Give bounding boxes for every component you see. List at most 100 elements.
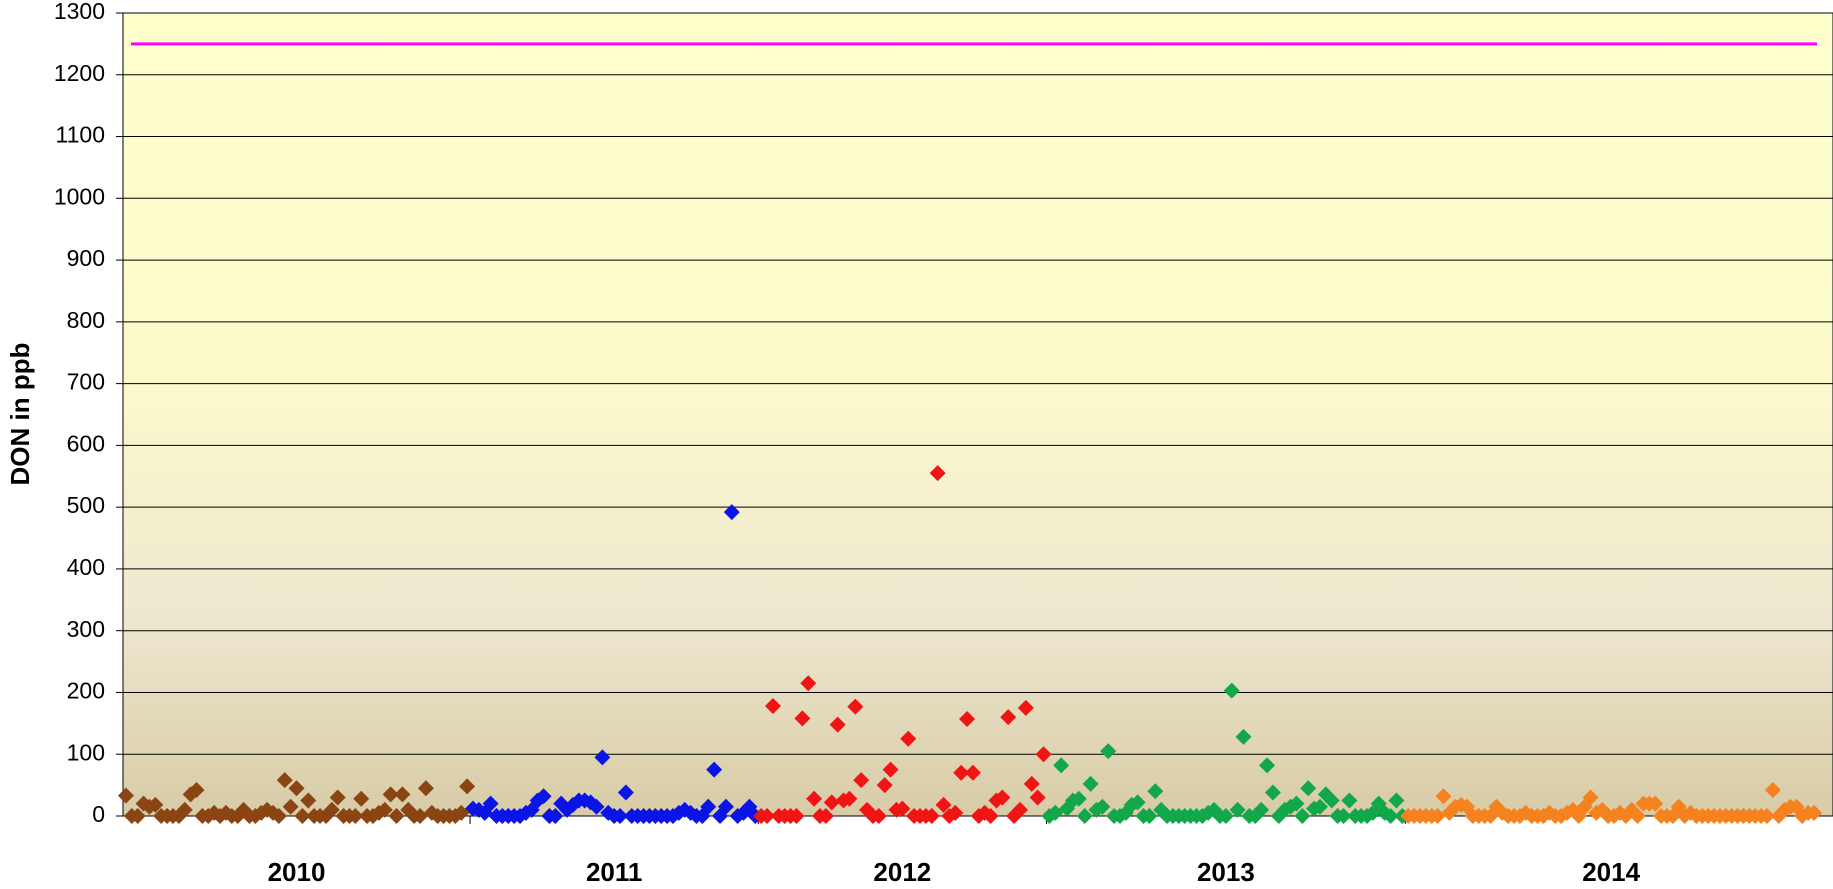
- marker: [1647, 795, 1664, 812]
- marker: [1082, 775, 1099, 792]
- marker: [1100, 743, 1117, 760]
- marker: [1141, 808, 1158, 824]
- marker: [1335, 808, 1352, 824]
- marker: [1629, 808, 1646, 824]
- marker: [982, 808, 999, 824]
- marker: [1094, 798, 1111, 815]
- marker: [964, 764, 981, 781]
- y-tick-label: 100: [67, 739, 105, 765]
- marker: [1023, 775, 1040, 792]
- y-tick-label: 500: [67, 492, 105, 518]
- marker: [829, 716, 846, 733]
- x-tick-label: 2012: [873, 857, 931, 887]
- marker: [1323, 792, 1340, 809]
- plot-area: [122, 12, 1833, 817]
- y-tick-label: 600: [67, 430, 105, 456]
- y-tick-label: 200: [67, 678, 105, 704]
- marker: [300, 792, 317, 809]
- marker: [700, 798, 717, 815]
- y-tick-label: 0: [92, 801, 105, 827]
- marker: [188, 782, 205, 799]
- marker: [394, 786, 411, 803]
- y-tick-label: 1000: [54, 183, 105, 209]
- marker: [894, 800, 911, 817]
- marker: [923, 808, 940, 824]
- marker: [1217, 808, 1234, 824]
- marker: [723, 504, 740, 521]
- marker: [276, 772, 293, 789]
- marker: [1259, 757, 1276, 774]
- y-tick-label: 300: [67, 616, 105, 642]
- marker: [1300, 780, 1317, 797]
- marker: [1147, 783, 1164, 800]
- marker: [547, 808, 564, 824]
- marker: [382, 786, 399, 803]
- marker: [459, 778, 476, 795]
- marker: [882, 761, 899, 778]
- marker: [1435, 788, 1452, 805]
- marker: [482, 795, 499, 812]
- marker: [176, 801, 193, 818]
- marker: [1129, 794, 1146, 811]
- marker: [147, 796, 164, 813]
- marker: [353, 790, 370, 807]
- marker: [1311, 798, 1328, 815]
- marker: [847, 698, 864, 715]
- y-tick-label: 1100: [56, 122, 105, 148]
- marker: [1294, 808, 1311, 824]
- marker: [1429, 808, 1446, 824]
- marker: [617, 784, 634, 801]
- marker: [388, 808, 405, 824]
- marker: [994, 789, 1011, 806]
- marker: [1035, 746, 1052, 763]
- marker: [764, 698, 781, 715]
- marker: [270, 808, 287, 824]
- marker: [1582, 789, 1599, 806]
- marker: [588, 798, 605, 815]
- marker: [1047, 804, 1064, 821]
- marker: [717, 798, 734, 815]
- marker: [853, 772, 870, 789]
- marker: [959, 711, 976, 728]
- marker: [1011, 801, 1028, 818]
- marker: [1388, 792, 1405, 809]
- marker: [900, 730, 917, 747]
- marker: [870, 808, 887, 824]
- marker: [453, 804, 470, 821]
- marker: [1253, 801, 1270, 818]
- marker: [117, 787, 134, 804]
- marker: [282, 798, 299, 815]
- marker: [953, 764, 970, 781]
- marker: [1229, 801, 1246, 818]
- y-tick-label: 400: [67, 554, 105, 580]
- marker: [1053, 757, 1070, 774]
- marker: [1029, 789, 1046, 806]
- marker: [706, 761, 723, 778]
- y-tick-label: 1200: [54, 60, 105, 86]
- marker: [1235, 728, 1252, 745]
- marker: [376, 801, 393, 818]
- marker: [800, 675, 817, 692]
- marker: [1759, 808, 1776, 824]
- marker: [1076, 808, 1093, 824]
- y-tick-label: 900: [67, 245, 105, 271]
- marker: [1070, 790, 1087, 807]
- marker: [329, 789, 346, 806]
- marker: [1223, 682, 1240, 699]
- marker: [1264, 784, 1281, 801]
- marker: [876, 777, 893, 794]
- marker: [1764, 782, 1781, 799]
- marker: [929, 465, 946, 482]
- marker: [759, 808, 776, 824]
- x-tick-label: 2014: [1582, 857, 1640, 887]
- marker: [323, 801, 340, 818]
- y-axis-label: DON in ppb: [5, 343, 35, 486]
- marker: [129, 808, 146, 824]
- marker: [823, 794, 840, 811]
- marker: [1382, 808, 1399, 824]
- marker: [347, 808, 364, 824]
- marker: [1341, 792, 1358, 809]
- marker: [1017, 699, 1034, 716]
- marker: [412, 808, 429, 824]
